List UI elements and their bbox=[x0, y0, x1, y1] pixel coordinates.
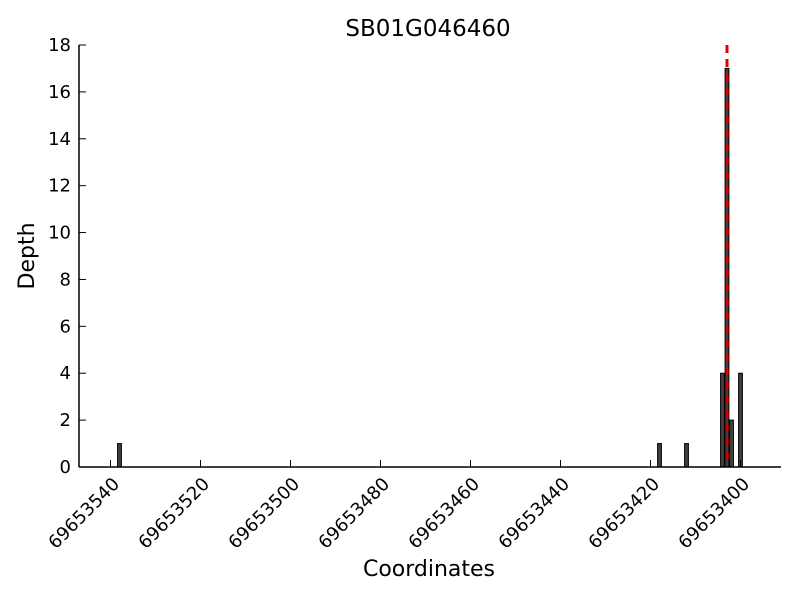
bar bbox=[724, 67, 730, 468]
bar bbox=[738, 372, 743, 468]
y-ticks: 0 2 4 6 8 10 12 14 16 18 bbox=[48, 35, 86, 478]
x-tick-label: 69653500 bbox=[224, 474, 304, 554]
y-axis-title: Depth bbox=[15, 222, 40, 289]
bar bbox=[684, 443, 689, 468]
x-tick-label: 69653520 bbox=[134, 474, 214, 554]
y-tick-label: 14 bbox=[48, 129, 71, 150]
y-tick-label: 6 bbox=[60, 316, 71, 337]
y-tick-label: 16 bbox=[48, 82, 71, 103]
x-tick-label: 69653400 bbox=[674, 474, 754, 554]
x-ticks: 69653540 69653520 69653500 69653480 69653460… bbox=[44, 460, 754, 553]
bar bbox=[729, 419, 734, 468]
y-tick-label: 4 bbox=[60, 363, 71, 384]
y-tick-label: 18 bbox=[48, 35, 71, 56]
y-tick-label: 2 bbox=[60, 410, 71, 431]
y-tick-label: 12 bbox=[48, 176, 71, 197]
x-tick-label: 69653440 bbox=[494, 474, 574, 554]
x-tick-label: 69653480 bbox=[314, 474, 394, 554]
x-tick-label: 69653420 bbox=[584, 474, 664, 554]
bar bbox=[117, 443, 122, 468]
y-tick-label: 10 bbox=[48, 223, 71, 244]
chart-title: SB01G046460 bbox=[345, 16, 510, 42]
y-tick-label: 8 bbox=[60, 269, 71, 290]
bar bbox=[720, 372, 725, 468]
axes bbox=[78, 45, 781, 468]
y-tick-label: 0 bbox=[60, 457, 71, 478]
x-tick-label: 69653540 bbox=[44, 474, 124, 554]
x-tick-label: 69653460 bbox=[404, 474, 484, 554]
x-axis-title: Coordinates bbox=[363, 557, 495, 582]
bar bbox=[657, 443, 662, 468]
bars-layer bbox=[117, 67, 743, 468]
